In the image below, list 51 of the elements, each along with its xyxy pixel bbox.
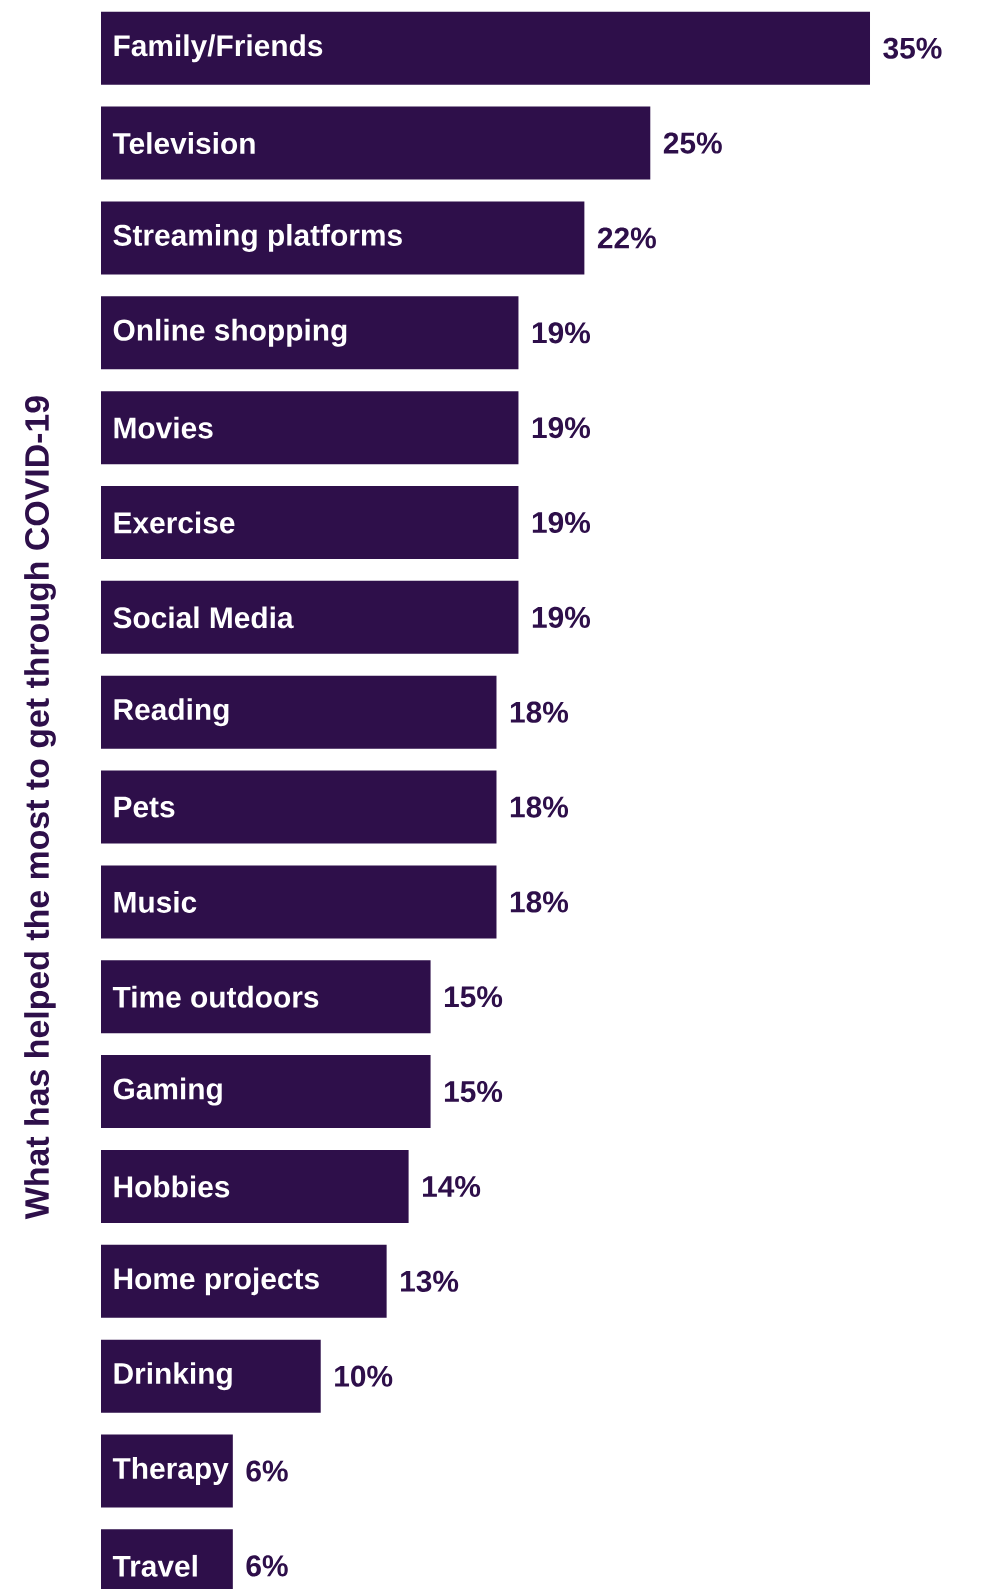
- bar: [101, 580, 519, 654]
- bar: [101, 865, 497, 939]
- data-label: 25%: [663, 132, 722, 154]
- bar: [101, 1434, 233, 1508]
- bar: [101, 770, 497, 844]
- data-label: 10%: [335, 1365, 393, 1387]
- y-tick-label: Streaming platforms: [113, 223, 402, 252]
- y-tick-label: Hobbies: [114, 1175, 230, 1198]
- data-label: 19%: [532, 511, 591, 534]
- bar: [101, 391, 519, 465]
- data-label: 19%: [532, 417, 591, 439]
- data-label: 14%: [423, 1175, 481, 1197]
- bar: [101, 106, 651, 180]
- data-label: 35%: [883, 37, 942, 59]
- y-tick-label: Exercise: [114, 511, 235, 534]
- y-tick-label: Movies: [114, 416, 213, 439]
- data-label: 19%: [532, 606, 591, 628]
- data-label: 15%: [444, 986, 503, 1008]
- data-label: 6%: [246, 1555, 288, 1577]
- bar: [101, 486, 519, 559]
- y-tick-label: Drinking: [114, 1362, 232, 1391]
- bar: [101, 1244, 387, 1318]
- data-label: 19%: [532, 322, 591, 344]
- y-tick-label: Pets: [114, 796, 175, 818]
- y-tick-label: Home projects: [114, 1267, 319, 1296]
- y-tick-label: Online shopping: [113, 318, 347, 347]
- y-axis-title: What has helped the most to get through COVID-19: [24, 396, 56, 1220]
- y-tick-label: Family/Friends: [114, 34, 323, 63]
- bar: [101, 1149, 409, 1223]
- bar: [101, 1055, 431, 1129]
- y-tick-label: Time outdoors: [112, 985, 319, 1008]
- bar: [101, 1339, 321, 1413]
- y-tick-label: Television: [112, 132, 255, 155]
- bar: [101, 11, 870, 85]
- data-label: 22%: [597, 227, 656, 249]
- bar: [101, 296, 519, 370]
- data-label: 18%: [510, 701, 569, 723]
- y-tick-label: Travel: [112, 1554, 197, 1577]
- data-label: 6%: [246, 1460, 288, 1482]
- y-tick-label: Gaming: [113, 1077, 222, 1106]
- data-label: 13%: [401, 1270, 459, 1292]
- y-tick-label: Social Media: [113, 606, 294, 629]
- bar: [101, 201, 585, 275]
- bar: [101, 960, 431, 1034]
- data-label: 15%: [444, 1081, 503, 1103]
- y-tick-label: Therapy: [112, 1457, 229, 1485]
- bar: [101, 675, 497, 749]
- data-label: 18%: [510, 891, 569, 913]
- y-tick-label: Reading: [114, 698, 229, 727]
- data-label: 18%: [510, 796, 569, 818]
- y-tick-label: Music: [114, 890, 197, 913]
